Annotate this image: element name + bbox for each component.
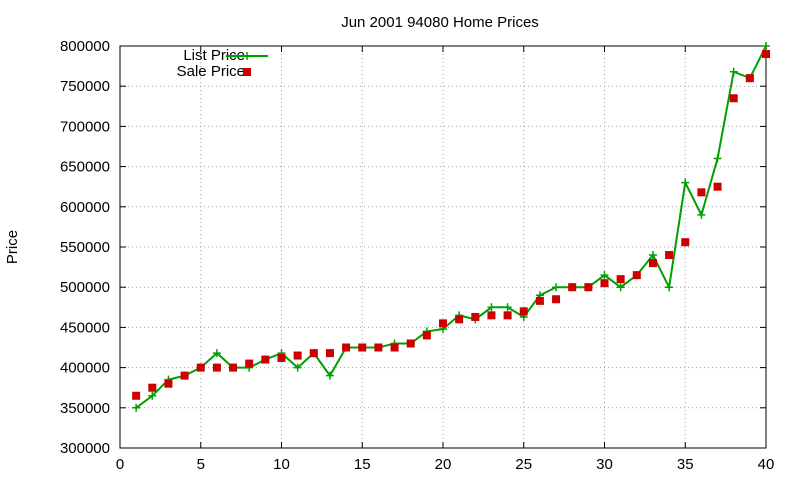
- y-tick-label: 550000: [60, 239, 110, 256]
- sale-price-point: [762, 50, 770, 59]
- sale-price-point: [471, 312, 480, 321]
- x-tick-label: 0: [116, 456, 124, 473]
- list-price-point: [503, 303, 512, 312]
- grid: [120, 46, 766, 448]
- sale-price-point: [245, 359, 254, 368]
- x-tick-label: 25: [515, 456, 532, 473]
- sale-price-point: [503, 311, 512, 320]
- y-tick-label: 450000: [60, 319, 110, 336]
- list-price-point: [713, 154, 722, 163]
- list-price-point: [600, 271, 609, 280]
- chart-title: Jun 2001 94080 Home Prices: [341, 14, 539, 31]
- plot-frame: [119, 45, 767, 449]
- sale-price-point: [406, 339, 415, 348]
- list-price-point: [665, 283, 674, 292]
- legend-sale-price-label: Sale Price: [177, 63, 245, 80]
- x-tick-label: 10: [273, 456, 290, 473]
- list-price-point: [212, 349, 221, 358]
- list-price-point: [616, 283, 625, 292]
- sale-price-point: [342, 343, 351, 352]
- x-tick-label: 20: [435, 456, 452, 473]
- list-price-point: [729, 67, 738, 76]
- y-tick-label: 350000: [60, 400, 110, 417]
- x-tick-label: 5: [197, 456, 205, 473]
- list-price-point: [132, 403, 141, 412]
- sale-price-point: [584, 283, 593, 292]
- x-tick-label: 15: [354, 456, 371, 473]
- sale-price-point: [568, 283, 577, 292]
- sale-price-point: [729, 94, 738, 103]
- sale-price-point: [422, 331, 431, 340]
- list-price-point: [325, 371, 334, 380]
- legend-list-price-marker: [243, 52, 251, 60]
- sale-price-point: [148, 383, 157, 392]
- sale-price-point: [455, 315, 464, 324]
- y-tick-label: 400000: [60, 360, 110, 377]
- sale-price-point: [325, 349, 334, 358]
- sale-price-point: [358, 343, 367, 352]
- sale-price-point: [180, 371, 189, 380]
- list-price-point: [697, 210, 706, 219]
- list-price-point: [148, 391, 157, 400]
- list-price-point: [293, 363, 302, 372]
- legend-sale-price-marker: [243, 68, 251, 76]
- sale-price-point: [229, 363, 238, 372]
- sale-price-point: [164, 379, 173, 388]
- list-price-point: [762, 42, 770, 50]
- list-price-point: [552, 283, 561, 292]
- y-tick-label: 700000: [60, 118, 110, 135]
- legend-list-price-label: List Price: [183, 47, 245, 64]
- sale-price-point: [665, 251, 674, 260]
- sale-price-point: [552, 295, 561, 304]
- sale-price-point: [293, 351, 302, 360]
- sale-price-point: [390, 343, 399, 352]
- y-tick-label: 800000: [60, 38, 110, 55]
- sale-price-point: [616, 275, 625, 284]
- y-tick-label: 300000: [60, 440, 110, 457]
- list-price-line: [135, 45, 767, 409]
- sale-price-point: [487, 311, 496, 320]
- sale-price-point: [519, 307, 528, 316]
- list-price-point: [648, 251, 657, 260]
- sale-price-point: [745, 74, 754, 83]
- sale-price-point: [600, 279, 609, 288]
- y-tick-label: 600000: [60, 199, 110, 216]
- y-axis-label: Price: [4, 230, 21, 264]
- y-tick-label: 650000: [60, 159, 110, 176]
- sale-price-point: [535, 296, 544, 305]
- series: [132, 42, 770, 412]
- y-tick-label: 500000: [60, 279, 110, 296]
- axis-ticks: 0 5 10 15 20 25 30 35 40 300000 350000 400000 450000…: [60, 38, 774, 473]
- list-price-point: [681, 178, 690, 187]
- y-tick-label: 750000: [60, 78, 110, 95]
- sale-price-point: [261, 355, 270, 364]
- sale-price-point: [196, 363, 205, 372]
- sale-price-point: [439, 319, 447, 328]
- sale-price-point: [632, 271, 641, 280]
- sale-price-point: [713, 182, 722, 191]
- sale-price-point: [212, 363, 221, 372]
- sale-price-point: [132, 391, 141, 400]
- list-price-point: [487, 303, 496, 312]
- x-tick-label: 35: [677, 456, 694, 473]
- sale-price-point: [309, 349, 318, 358]
- sale-price-point: [277, 353, 286, 362]
- sale-price-point: [374, 343, 383, 352]
- sale-price-point: [681, 238, 690, 247]
- x-tick-label: 30: [596, 456, 613, 473]
- sale-price-point: [648, 259, 657, 268]
- x-tick-label: 40: [758, 456, 775, 473]
- sale-price-point: [697, 188, 706, 197]
